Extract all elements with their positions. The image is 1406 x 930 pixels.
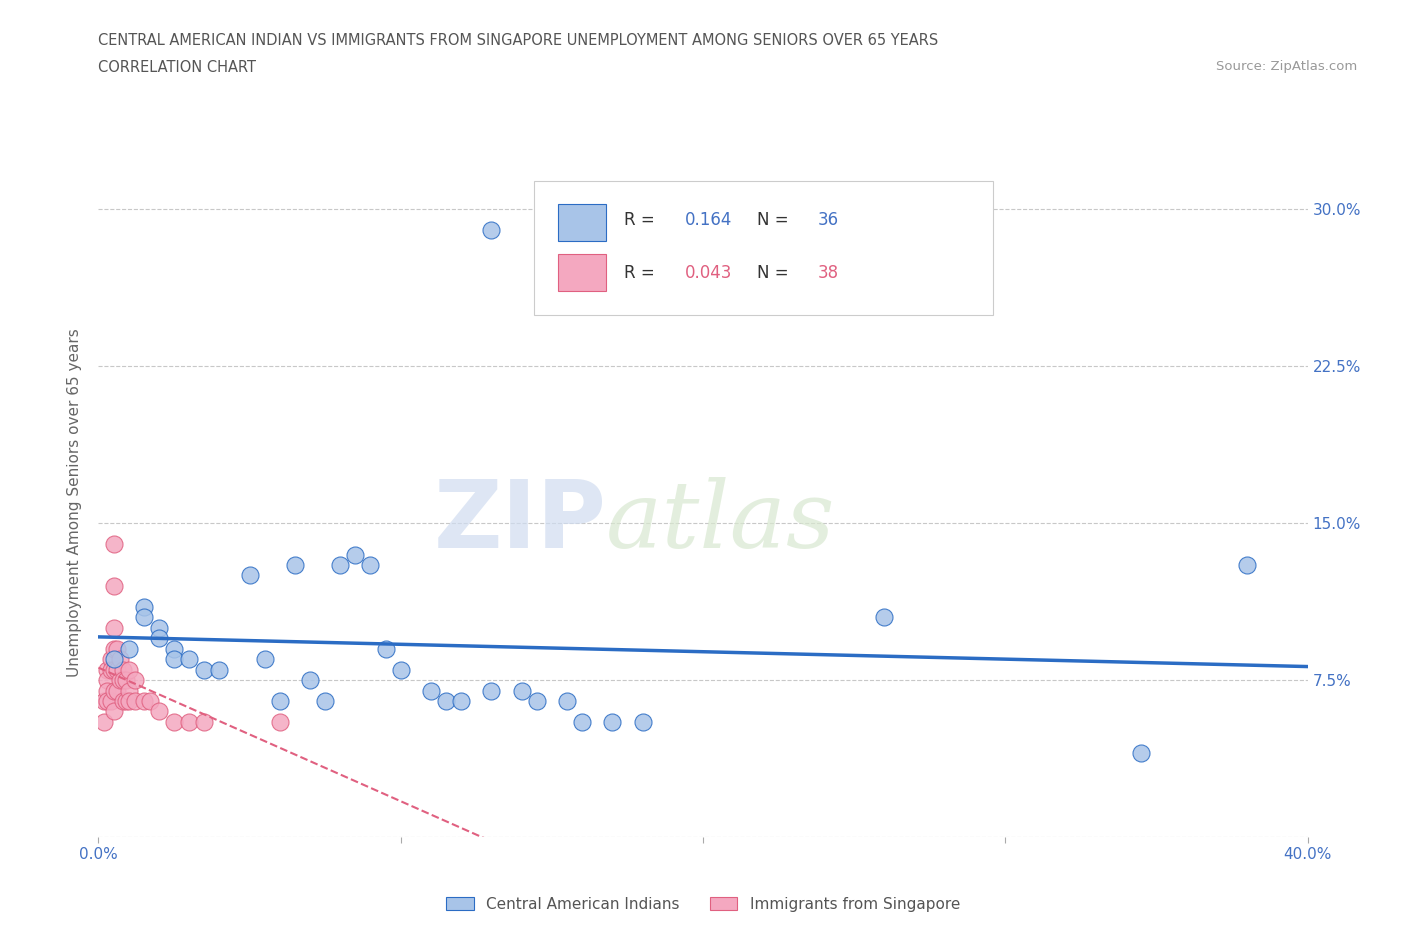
- Text: R =: R =: [624, 210, 661, 229]
- Point: [314, 694, 336, 709]
- Point: [103, 642, 125, 657]
- Point: [118, 694, 141, 709]
- Point: [571, 714, 593, 729]
- Y-axis label: Unemployment Among Seniors over 65 years: Unemployment Among Seniors over 65 years: [67, 328, 83, 677]
- Point: [389, 662, 412, 677]
- Point: [105, 642, 128, 657]
- Point: [510, 683, 533, 698]
- Point: [100, 652, 122, 667]
- FancyBboxPatch shape: [558, 205, 606, 241]
- Point: [93, 714, 115, 729]
- Point: [148, 620, 170, 635]
- Point: [344, 547, 367, 562]
- Text: atlas: atlas: [606, 477, 835, 567]
- Point: [555, 694, 578, 709]
- Point: [132, 600, 155, 615]
- Point: [374, 642, 396, 657]
- Point: [103, 652, 125, 667]
- Point: [100, 662, 122, 677]
- Point: [163, 714, 186, 729]
- Point: [93, 694, 115, 709]
- Point: [193, 714, 215, 729]
- FancyBboxPatch shape: [558, 255, 606, 291]
- Text: N =: N =: [758, 264, 794, 282]
- Point: [329, 558, 352, 573]
- Point: [96, 662, 118, 677]
- Point: [299, 672, 322, 687]
- Point: [111, 694, 134, 709]
- Point: [163, 642, 186, 657]
- Point: [96, 672, 118, 687]
- Point: [108, 652, 131, 667]
- Point: [124, 694, 146, 709]
- Point: [631, 714, 654, 729]
- Point: [253, 652, 276, 667]
- Point: [602, 714, 624, 729]
- Text: CORRELATION CHART: CORRELATION CHART: [98, 60, 256, 75]
- Point: [873, 610, 896, 625]
- Text: Source: ZipAtlas.com: Source: ZipAtlas.com: [1216, 60, 1357, 73]
- Point: [118, 662, 141, 677]
- Point: [434, 694, 457, 709]
- Point: [105, 662, 128, 677]
- Point: [114, 694, 136, 709]
- Point: [193, 662, 215, 677]
- Text: 0.043: 0.043: [685, 264, 733, 282]
- Point: [118, 642, 141, 657]
- Point: [208, 662, 231, 677]
- Text: R =: R =: [624, 264, 661, 282]
- Point: [269, 694, 291, 709]
- Point: [1236, 558, 1258, 573]
- Point: [179, 652, 201, 667]
- Point: [269, 714, 291, 729]
- Point: [111, 662, 134, 677]
- Point: [139, 694, 162, 709]
- Point: [96, 694, 118, 709]
- Point: [118, 683, 141, 698]
- Text: 38: 38: [818, 264, 839, 282]
- Point: [132, 610, 155, 625]
- Point: [284, 558, 307, 573]
- Point: [450, 694, 472, 709]
- Point: [148, 631, 170, 645]
- Text: 0.164: 0.164: [685, 210, 733, 229]
- Point: [481, 223, 503, 238]
- Point: [103, 578, 125, 593]
- Point: [124, 672, 146, 687]
- Point: [96, 683, 118, 698]
- Point: [526, 694, 548, 709]
- Point: [114, 672, 136, 687]
- Text: N =: N =: [758, 210, 794, 229]
- Point: [103, 537, 125, 551]
- Point: [111, 672, 134, 687]
- Point: [179, 714, 201, 729]
- Point: [1130, 746, 1153, 761]
- Text: CENTRAL AMERICAN INDIAN VS IMMIGRANTS FROM SINGAPORE UNEMPLOYMENT AMONG SENIORS : CENTRAL AMERICAN INDIAN VS IMMIGRANTS FR…: [98, 33, 939, 47]
- Point: [103, 620, 125, 635]
- Text: 36: 36: [818, 210, 839, 229]
- Point: [103, 662, 125, 677]
- Point: [103, 704, 125, 719]
- Text: ZIP: ZIP: [433, 476, 606, 568]
- Point: [360, 558, 382, 573]
- Point: [239, 568, 262, 583]
- Point: [105, 683, 128, 698]
- Point: [148, 704, 170, 719]
- Point: [481, 683, 503, 698]
- Point: [132, 694, 155, 709]
- FancyBboxPatch shape: [534, 180, 993, 314]
- Point: [108, 672, 131, 687]
- Point: [103, 683, 125, 698]
- Point: [100, 694, 122, 709]
- Point: [420, 683, 443, 698]
- Legend: Central American Indians, Immigrants from Singapore: Central American Indians, Immigrants fro…: [440, 890, 966, 918]
- Point: [163, 652, 186, 667]
